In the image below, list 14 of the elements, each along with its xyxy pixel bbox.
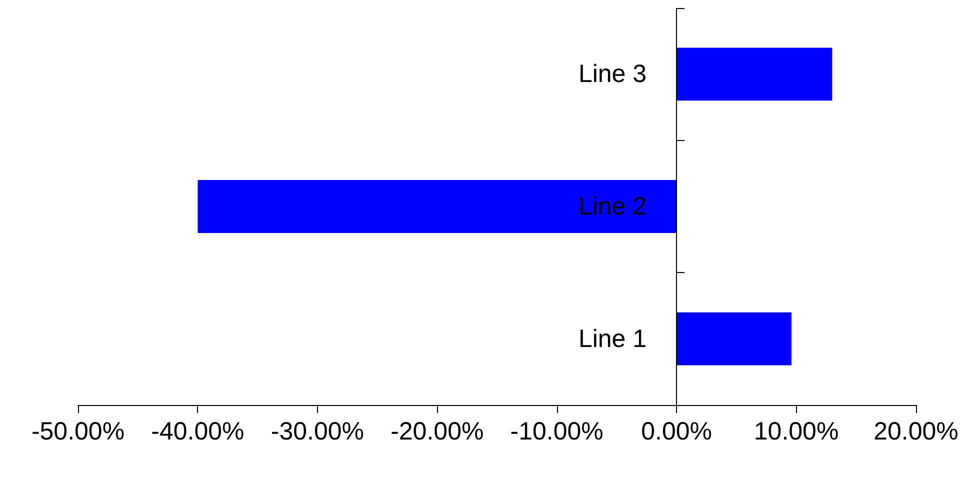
x-tick-label: -20.00% xyxy=(390,418,484,446)
x-tick-label: -50.00% xyxy=(31,418,125,446)
x-tick-label: 20.00% xyxy=(874,418,958,446)
x-tick-label: -30.00% xyxy=(270,418,364,446)
x-tick-label: 0.00% xyxy=(641,418,712,446)
x-tick-label: 10.00% xyxy=(754,418,839,446)
bar xyxy=(198,180,677,233)
y-tick-label: Line 3 xyxy=(578,60,647,88)
x-tick-label: -40.00% xyxy=(151,418,244,446)
y-tick-label: Line 1 xyxy=(578,324,647,353)
x-tick-label: -10.00% xyxy=(510,418,604,446)
bar xyxy=(676,48,832,101)
y-tick-label: Line 2 xyxy=(578,192,647,220)
bar xyxy=(676,312,792,366)
